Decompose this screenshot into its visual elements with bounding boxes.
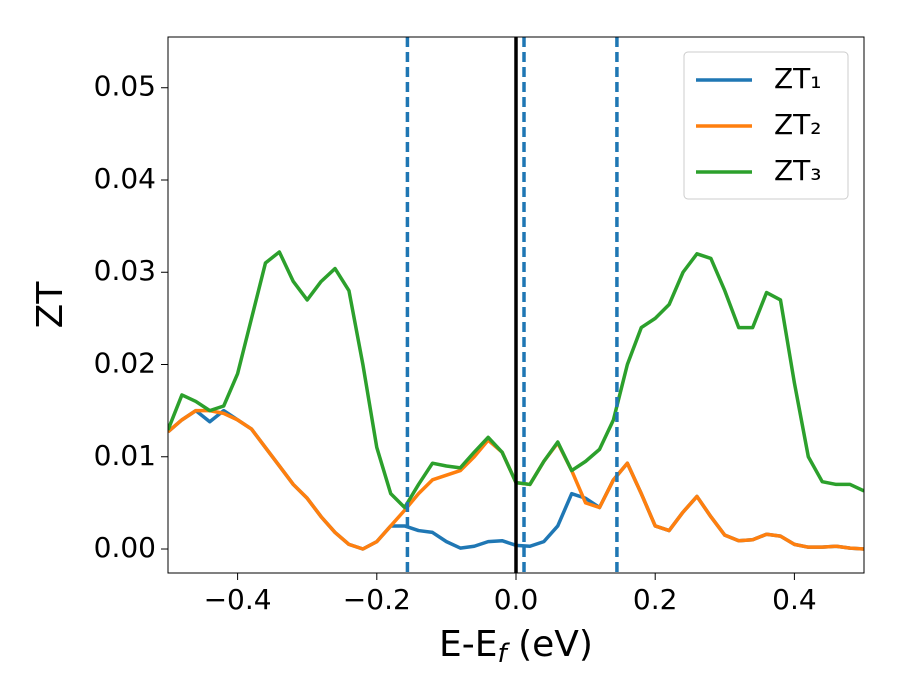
legend-label: ZT₂ xyxy=(774,108,822,141)
y-tick-label: 0.02 xyxy=(94,347,156,380)
x-label-main: E-E xyxy=(439,624,497,665)
x-tick-label: 0.2 xyxy=(633,583,678,616)
plot-frame xyxy=(167,36,865,574)
legend-label: ZT₁ xyxy=(774,62,822,95)
y-tick-label: 0.03 xyxy=(94,254,156,287)
legend-label: ZT₃ xyxy=(774,154,822,187)
legend-box xyxy=(683,51,849,200)
y-tick-label: 0.01 xyxy=(94,439,156,472)
x-axis-label: E-Ef (eV) xyxy=(439,624,593,669)
y-axis-label: ZT xyxy=(30,281,71,329)
y-tick-label: 0.05 xyxy=(94,70,156,103)
x-tick-label: −0.4 xyxy=(204,583,272,616)
x-tick-label: 0.0 xyxy=(494,583,539,616)
y-tick-label: 0.00 xyxy=(94,531,156,564)
x-tick-label: 0.4 xyxy=(772,583,817,616)
x-label-rest: (eV) xyxy=(507,624,593,665)
x-tick-label: −0.2 xyxy=(343,583,411,616)
y-tick-label: 0.04 xyxy=(94,162,156,195)
